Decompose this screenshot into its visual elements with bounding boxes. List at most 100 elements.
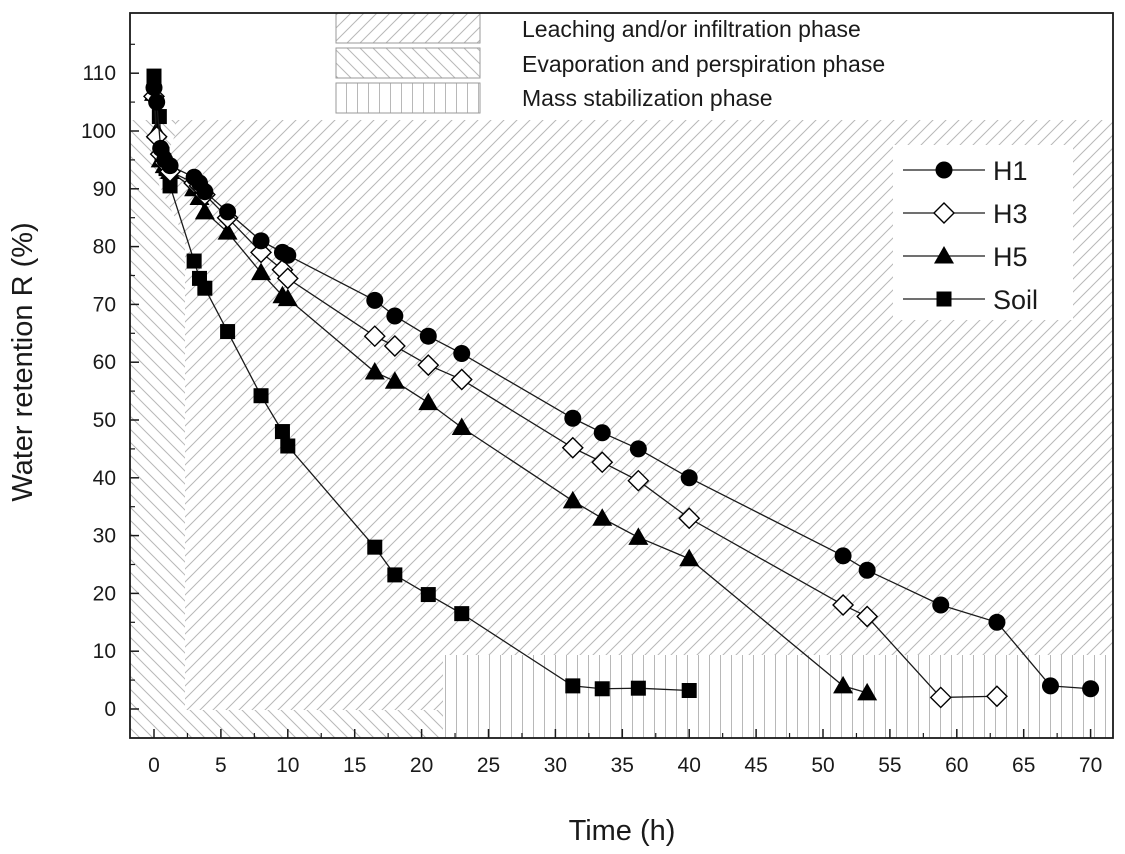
data-point-h5 xyxy=(251,262,272,281)
legend-item-h3: H3 xyxy=(903,199,1028,229)
data-point-h5 xyxy=(217,222,238,240)
data-point-h1 xyxy=(366,291,384,309)
x-tick-label: 25 xyxy=(477,754,500,777)
x-tick-label: 5 xyxy=(215,754,227,777)
series-layer xyxy=(143,68,1100,709)
region-stabilization-phase xyxy=(443,655,1113,738)
phase-label-leaching: Leaching and/or infiltration phase xyxy=(522,16,861,42)
phase-legend-item-leaching: Leaching and/or infiltration phase xyxy=(335,12,861,44)
data-point-h3 xyxy=(561,436,584,459)
data-point-h5 xyxy=(679,548,700,567)
phase-legend-item-evaporation: Evaporation and perspiration phase xyxy=(335,47,885,79)
data-point-soil xyxy=(454,606,470,622)
data-point-soil xyxy=(367,539,383,555)
legend-label-soil: Soil xyxy=(993,285,1038,315)
data-point-h1 xyxy=(1082,680,1100,698)
legend-item-h1: H1 xyxy=(903,156,1028,186)
data-point-soil xyxy=(280,438,296,454)
data-point-h3 xyxy=(832,593,855,616)
phase-legend-item-stabilization: Mass stabilization phase xyxy=(335,82,773,114)
data-point-h1 xyxy=(834,547,852,565)
legend-item-soil: Soil xyxy=(903,285,1038,315)
data-point-soil xyxy=(565,678,581,694)
x-tick-label: 65 xyxy=(1012,754,1035,777)
data-point-h5 xyxy=(194,201,215,220)
data-point-soil xyxy=(630,680,646,696)
data-point-h5 xyxy=(384,371,405,389)
x-tick-label: 30 xyxy=(544,754,567,777)
data-point-h3 xyxy=(383,335,406,358)
region-evaporation-phase xyxy=(159,120,1113,710)
phase-swatch-evaporation xyxy=(335,47,481,79)
y-tick-label: 70 xyxy=(93,293,116,316)
data-point-h3 xyxy=(929,686,952,709)
legend-marker-h3 xyxy=(933,202,955,224)
x-tick-label: 35 xyxy=(611,754,634,777)
data-point-h3 xyxy=(276,267,299,290)
legend-item-h5: H5 xyxy=(903,242,1028,272)
x-tick-label: 60 xyxy=(945,754,968,777)
x-axis-ticks: 0 5 10 15 20 25 30 35 40 45 50 55 60 65 70 xyxy=(148,729,1102,777)
x-tick-label: 10 xyxy=(276,754,299,777)
data-point-soil xyxy=(681,683,697,699)
phase-label-evaporation: Evaporation and perspiration phase xyxy=(522,51,885,77)
data-point-soil xyxy=(387,567,403,583)
data-point-h1 xyxy=(680,469,698,487)
x-tick-label: 0 xyxy=(148,754,160,777)
y-tick-label: 90 xyxy=(93,178,116,201)
phase-swatch-leaching xyxy=(335,12,481,44)
data-point-h1 xyxy=(453,345,471,363)
data-point-h5 xyxy=(562,490,583,509)
data-point-soil xyxy=(186,253,202,269)
data-point-h1 xyxy=(252,232,270,250)
data-point-h1 xyxy=(148,93,166,111)
axes: 0 5 10 15 20 25 30 35 40 45 50 55 60 65 70 0 10 20 30 40 50… xyxy=(7,12,1114,847)
data-point-h1 xyxy=(419,327,437,345)
phase-legend: Leaching and/or infiltration phase Evapo… xyxy=(335,12,885,114)
data-point-h5 xyxy=(277,288,298,307)
y-tick-label: 50 xyxy=(93,409,116,432)
x-tick-label: 20 xyxy=(410,754,433,777)
y-tick-label: 20 xyxy=(93,582,116,605)
region-leaching-phase xyxy=(130,120,443,738)
data-point-soil xyxy=(420,587,436,603)
data-point-h1 xyxy=(145,79,163,97)
y-tick-label: 30 xyxy=(93,525,116,548)
data-point-h1 xyxy=(629,440,647,458)
data-point-h5 xyxy=(418,392,439,411)
data-point-h3 xyxy=(856,605,879,628)
y-tick-label: 80 xyxy=(93,236,116,259)
data-point-h5 xyxy=(833,675,854,694)
y-tick-label: 0 xyxy=(104,698,116,721)
legend-label-h3: H3 xyxy=(993,199,1028,229)
x-axis-title: Time (h) xyxy=(569,815,676,847)
legend-label-h1: H1 xyxy=(993,156,1028,186)
data-point-h1 xyxy=(858,561,876,579)
data-point-h5 xyxy=(592,508,613,526)
data-point-soil xyxy=(162,178,178,194)
data-point-h3 xyxy=(678,507,701,530)
data-point-soil xyxy=(151,109,167,125)
data-point-h3 xyxy=(363,325,386,348)
data-point-h1 xyxy=(988,613,1006,631)
data-point-h3 xyxy=(450,368,473,391)
data-point-soil xyxy=(594,681,610,697)
data-point-h1 xyxy=(219,203,237,221)
plot-frame xyxy=(129,12,1114,739)
series-legend-background xyxy=(893,145,1073,320)
y-axis-ticks: 0 10 20 30 40 50 60 70 80 90 100 110 xyxy=(81,43,139,721)
data-point-h1 xyxy=(386,307,404,325)
series-legend: H1 H3 H5 Soil xyxy=(893,145,1073,320)
phase-swatch-stabilization xyxy=(335,82,481,114)
data-point-h3 xyxy=(627,469,650,492)
y-tick-label: 40 xyxy=(93,467,116,490)
data-point-h1 xyxy=(279,246,297,264)
y-tick-label: 100 xyxy=(81,120,116,143)
legend-label-h5: H5 xyxy=(993,242,1028,272)
x-tick-label: 50 xyxy=(811,754,834,777)
data-point-h3 xyxy=(591,451,614,474)
y-axis-title: Water retention R (%) xyxy=(7,222,39,501)
phase-label-stabilization: Mass stabilization phase xyxy=(522,85,773,111)
data-point-h5 xyxy=(451,417,472,436)
